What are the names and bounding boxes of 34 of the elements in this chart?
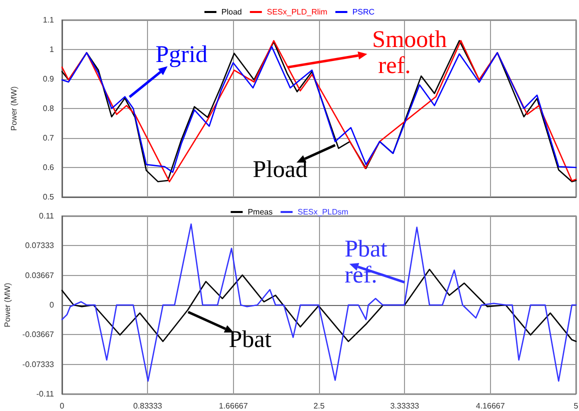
- annotation: Pload: [252, 157, 308, 184]
- y-tick-label: 0.07333: [25, 241, 55, 250]
- y-axis-title: Power (MW): [3, 282, 12, 328]
- legend-label: Pload: [221, 8, 242, 16]
- x-tick-label: 1.66667: [218, 402, 248, 410]
- x-tick-label: 4.16667: [476, 402, 506, 410]
- line-series: [61, 223, 577, 382]
- y-tick-label: 0: [50, 300, 55, 310]
- legend-label: Pmeas: [248, 208, 273, 216]
- x-tick-label: 5: [574, 402, 579, 410]
- y-tick-label: 0.7: [42, 134, 55, 142]
- y-tick-label: 0.5: [42, 192, 55, 202]
- y-tick-label: 1.1: [42, 16, 55, 24]
- y-tick-label: 0.9: [42, 74, 55, 84]
- y-tick-label: 0.11: [39, 212, 55, 220]
- legend-label: SESx_PLDsm: [298, 208, 349, 216]
- y-tick-label: -0.07333: [22, 360, 55, 369]
- legend-label: PSRC: [352, 8, 375, 16]
- x-tick-label: 0: [60, 402, 65, 410]
- x-tick-label: 0.83333: [133, 402, 163, 410]
- y-tick-label: -0.03667: [22, 330, 55, 340]
- annotation: Smooth ref.: [372, 27, 447, 80]
- x-tick-label: 3.33333: [390, 402, 420, 410]
- annotation: Pgrid: [156, 42, 208, 68]
- y-tick-label: 0.03667: [25, 270, 55, 280]
- annotation: Pbat ref.: [344, 236, 394, 288]
- y-axis-title: Power (MW): [10, 86, 18, 131]
- y-tick-label: 0.8: [42, 104, 55, 113]
- y-tick-label: 0.6: [42, 163, 55, 172]
- annotation: Pbat: [228, 326, 272, 353]
- y-tick-label: -0.11: [36, 390, 55, 398]
- legend-label: SESx_PLD_Rlim: [266, 8, 328, 16]
- x-tick-label: 2.5: [313, 402, 326, 410]
- y-tick-label: 1: [50, 45, 55, 54]
